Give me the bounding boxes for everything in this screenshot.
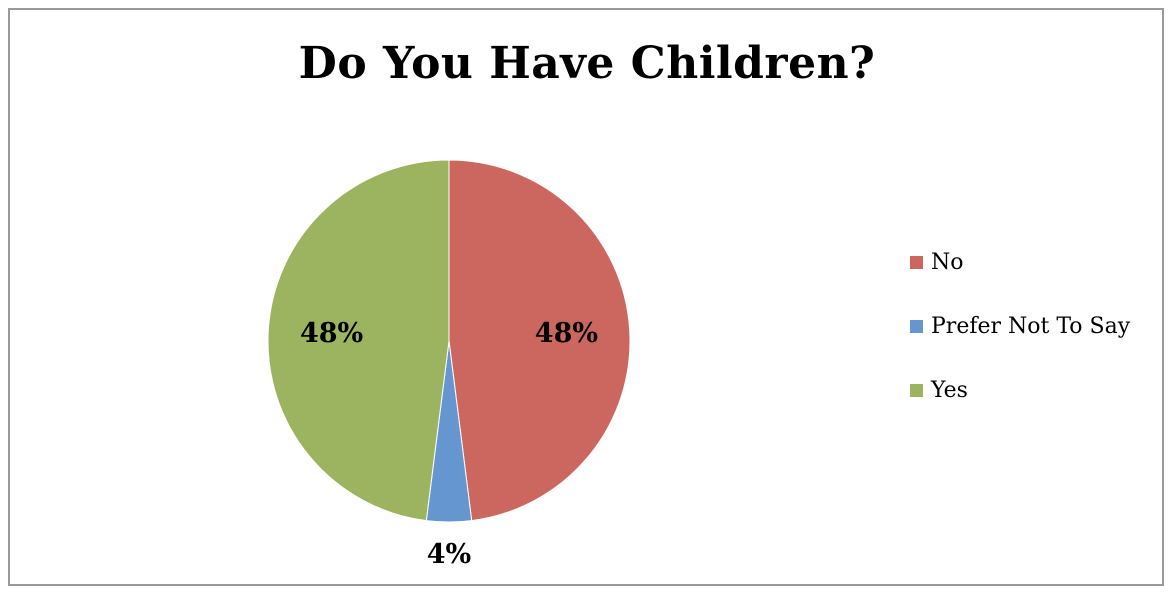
legend-item-no: No: [910, 246, 1130, 278]
data-label-yes: 48%: [300, 318, 363, 349]
pie-slice-yes: [267, 159, 450, 522]
legend-swatch-prefer-not-to-say: [910, 319, 923, 333]
legend-item-yes: Yes: [910, 374, 1130, 406]
pie-slice-no: [448, 159, 631, 522]
legend-item-prefer-not-to-say: Prefer Not To Say: [910, 310, 1130, 342]
legend-swatch-no: [910, 255, 923, 269]
legend-label-yes: Yes: [931, 377, 968, 403]
data-label-no: 48%: [535, 318, 598, 349]
legend-swatch-yes: [910, 383, 923, 397]
chart-title: Do You Have Children?: [298, 38, 876, 89]
legend-label-no: No: [931, 249, 964, 275]
data-label-prefer-not-to-say: 4%: [427, 539, 471, 570]
legend: No Prefer Not To Say Yes: [910, 246, 1130, 438]
legend-label-prefer-not-to-say: Prefer Not To Say: [931, 313, 1131, 339]
